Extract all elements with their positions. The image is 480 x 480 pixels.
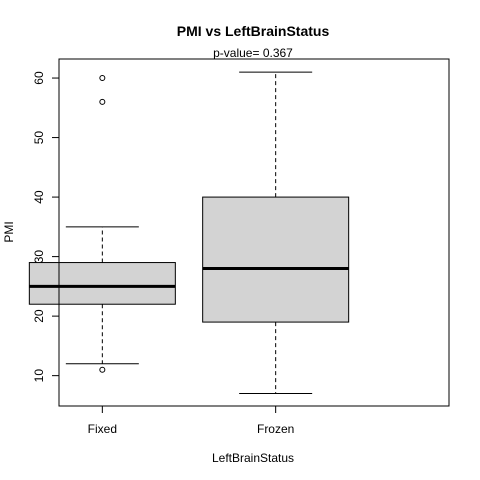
boxes-layer [28, 71, 350, 395]
chart-title: PMI vs LeftBrainStatus [177, 23, 330, 39]
y-axis: 10 20 30 40 50 60 [32, 71, 60, 383]
box-group [28, 75, 176, 373]
x-tick-label: Fixed [88, 422, 117, 436]
y-tick-label: 50 [32, 131, 46, 145]
x-axis-label: LeftBrainStatus [212, 451, 294, 465]
iqr-box [28, 262, 176, 305]
y-axis-label: PMI [2, 221, 16, 242]
outlier-point [99, 98, 106, 105]
outlier-point [99, 366, 106, 373]
y-tick-label: 30 [32, 250, 46, 264]
box-group [202, 71, 350, 395]
x-tick-label: Frozen [257, 422, 294, 436]
y-tick-label: 60 [32, 71, 46, 85]
x-axis: Fixed Frozen [88, 405, 294, 436]
y-tick-label: 10 [32, 369, 46, 383]
chart-subtitle: p-value= 0.367 [213, 46, 293, 60]
iqr-box [202, 196, 350, 323]
y-tick-label: 20 [32, 309, 46, 323]
outlier-point [99, 75, 106, 82]
y-tick-label: 40 [32, 190, 46, 204]
